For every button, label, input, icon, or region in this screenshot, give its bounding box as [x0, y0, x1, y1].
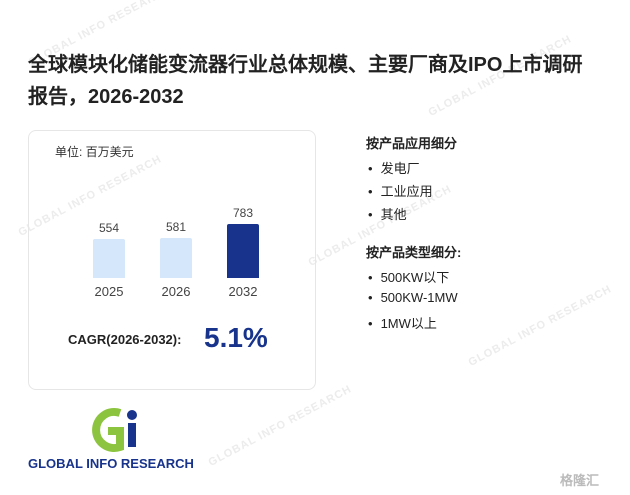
watermark: GLOBAL INFO RESEARCH	[466, 283, 614, 369]
plot: 554 2025 581 2026 783 2032	[28, 130, 314, 388]
segment-item: 工业应用	[368, 181, 433, 200]
logo-text: GLOBAL INFO RESEARCH	[28, 456, 194, 471]
segment-item: 发电厂	[368, 158, 420, 177]
bar	[227, 223, 259, 278]
segment-item: 其他	[368, 204, 407, 223]
value-label: 554	[98, 221, 120, 236]
cagr-label: CAGR(2026-2032):	[68, 332, 182, 347]
value-label: 581	[165, 219, 187, 234]
segment-item: 1MW以上	[368, 313, 437, 332]
chart-card	[28, 130, 316, 390]
brand-watermark: 格隆汇	[560, 473, 600, 488]
bar	[160, 237, 192, 278]
watermark: GLOBAL INFO RESEARCH	[206, 383, 354, 469]
value-label: 783	[232, 205, 254, 220]
segment-item: 500KW-1MW	[368, 290, 458, 305]
title: 全球模块化储能变流器行业总体规模、主要厂商及IPO上市调研报告，2026-203…	[28, 54, 583, 108]
logo-mark	[92, 408, 137, 452]
x-label: 2032	[228, 284, 258, 299]
x-label: 2025	[94, 284, 124, 299]
segment-item: 500KW以下	[368, 267, 450, 286]
x-label: 2026	[161, 284, 191, 299]
cagr-value: 5.1%	[204, 322, 268, 353]
segment-title: 按产品应用细分	[366, 136, 458, 151]
unit-label: 单位: 百万美元	[55, 145, 134, 159]
segment-title: 按产品类型细分:	[366, 245, 462, 260]
bar	[93, 239, 125, 278]
